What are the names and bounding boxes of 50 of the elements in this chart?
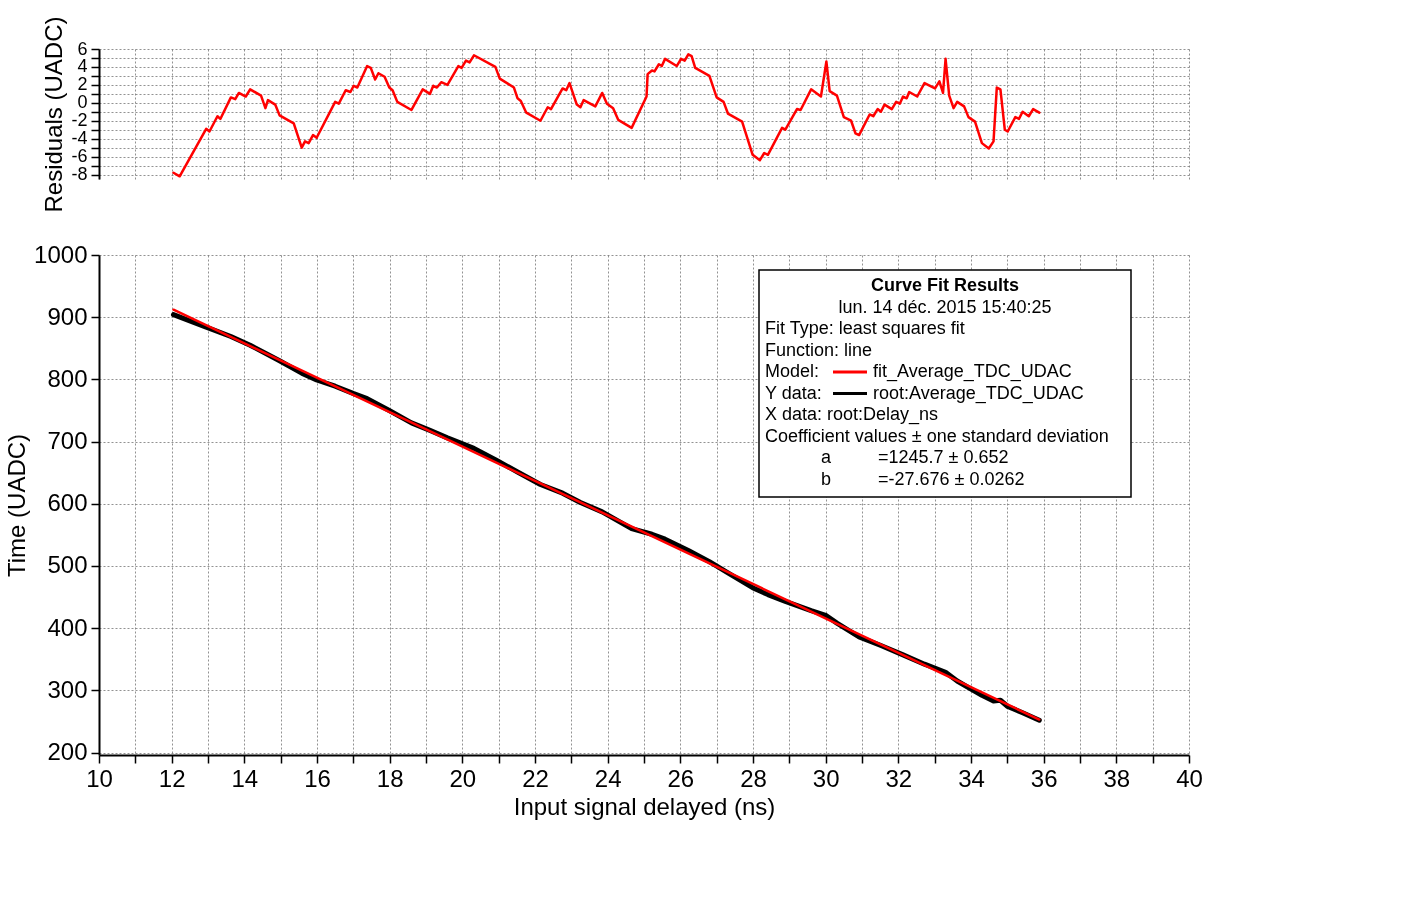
- annotation: b: [821, 468, 832, 489]
- y-tick-label: 0: [77, 92, 88, 113]
- y-tick-label: 700: [47, 427, 88, 455]
- y-tick-label: 200: [47, 738, 88, 766]
- x-tick-label: 24: [594, 764, 622, 792]
- x-tick-label: 36: [1030, 764, 1058, 792]
- annotation: =-27.676 ± 0.0262: [878, 468, 1025, 489]
- x-tick-label: 20: [449, 764, 477, 792]
- x-tick-label: 40: [1176, 764, 1203, 792]
- y-tick-label: 2: [77, 74, 88, 95]
- x-tick-label: 30: [812, 764, 840, 792]
- annotation: X data: root:Delay_ns: [765, 404, 939, 425]
- y-tick-label: 4: [77, 56, 88, 77]
- x-tick-label: 32: [885, 764, 913, 792]
- legend-label: fit_Average_TDC_UDAC: [873, 361, 1072, 382]
- y-tick-label: 6: [77, 38, 88, 59]
- x-tick-label: 12: [158, 764, 186, 792]
- y-tick-label: 600: [47, 489, 88, 517]
- x-axis-title: Input signal delayed (ns): [513, 792, 776, 820]
- y-tick-label: 500: [47, 551, 88, 579]
- y-axis-title: Time (UADC): [3, 433, 31, 578]
- x-tick-label: 38: [1103, 764, 1131, 792]
- y-tick-label: 1000: [34, 240, 88, 268]
- x-tick-label: 34: [958, 764, 985, 792]
- y-tick-label: -4: [71, 128, 88, 149]
- y-tick-label: -6: [71, 146, 88, 167]
- x-tick-label: 26: [667, 764, 695, 792]
- legend-label: root:Average_TDC_UDAC: [873, 382, 1084, 404]
- y-tick-label: 900: [47, 302, 88, 330]
- annotation: Coefficient values ± one standard deviation: [765, 425, 1109, 446]
- x-tick-label: 14: [231, 764, 259, 792]
- y-tick-label: 400: [47, 613, 88, 641]
- y-axis-title: Residuals (UADC): [40, 16, 68, 213]
- annotation: =1245.7 ± 0.652: [878, 447, 1009, 467]
- x-tick-label: 28: [740, 764, 767, 792]
- annotation: Model:: [765, 361, 820, 381]
- y-tick-label: -2: [71, 110, 88, 131]
- annotation: lun. 14 déc. 2015 15:40:25: [838, 296, 1052, 317]
- y-tick-label: 800: [47, 364, 88, 392]
- annotation: a: [821, 447, 832, 467]
- annotation: Fit Type: least squares fit: [765, 318, 965, 338]
- y-tick-label: 300: [47, 675, 88, 703]
- x-tick-label: 22: [522, 764, 549, 792]
- x-tick-label: 10: [86, 764, 113, 792]
- x-tick-label: 16: [304, 764, 331, 792]
- annotation: Y data:: [765, 382, 822, 403]
- annotation: Curve Fit Results: [870, 275, 1020, 295]
- annotation: Function: line: [765, 339, 873, 360]
- y-tick-label: -8: [71, 164, 88, 185]
- x-tick-label: 18: [376, 764, 404, 792]
